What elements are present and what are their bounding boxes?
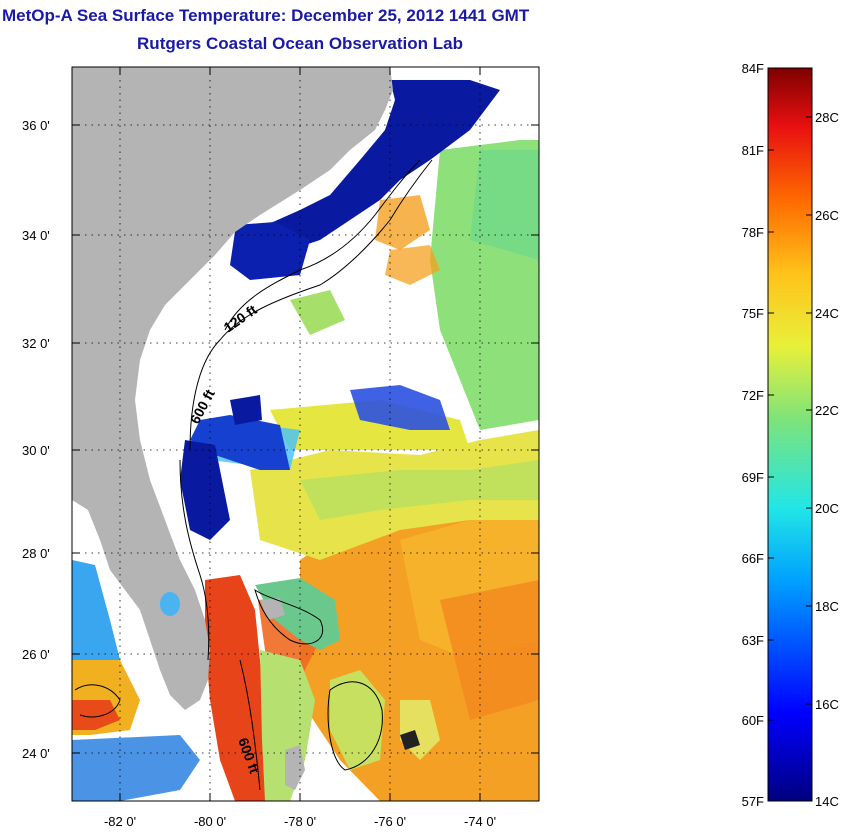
land-mass (72, 67, 393, 710)
colorbar-f-labels: 84F 81F 78F 75F 72F 69F 66F 63F 60F 57F (742, 61, 764, 809)
lat-tick-30: 30 0' (22, 443, 50, 458)
cb-c-22: 22C (815, 403, 839, 418)
colorbar-ticks (768, 116, 812, 721)
cb-f-69: 69F (742, 470, 764, 485)
contour-120ft (224, 159, 421, 331)
cb-c-24: 24C (815, 306, 839, 321)
lon-tick-labels: -82 0' -80 0' -78 0' -76 0' -74 0' (104, 814, 496, 829)
cb-f-57: 57F (742, 794, 764, 809)
lat-tick-labels: 36 0' 34 0' 32 0' 30 0' 28 0' 26 0' 24 0… (22, 118, 50, 761)
lat-tick-36: 36 0' (22, 118, 50, 133)
lon-tick-82: -82 0' (104, 814, 136, 829)
lon-tick-78: -78 0' (284, 814, 316, 829)
sst-map (72, 67, 539, 801)
chart-title: MetOp-A Sea Surface Temperature: Decembe… (2, 6, 530, 25)
lat-tick-26: 26 0' (22, 647, 50, 662)
cb-c-28: 28C (815, 110, 839, 125)
lat-tick-28: 28 0' (22, 546, 50, 561)
lake-okeechobee (160, 592, 180, 616)
cb-c-14: 14C (815, 794, 839, 809)
lat-tick-24: 24 0' (22, 746, 50, 761)
cb-f-84: 84F (742, 61, 764, 76)
lat-tick-34: 34 0' (22, 228, 50, 243)
map-ticks (72, 67, 539, 801)
cb-f-78: 78F (742, 225, 764, 240)
cb-f-66: 66F (742, 551, 764, 566)
colorbar-gradient (767, 67, 813, 802)
chart-subtitle: Rutgers Coastal Ocean Observation Lab (137, 34, 463, 53)
colorbar: 84F 81F 78F 75F 72F 69F 66F 63F 60F 57F … (742, 61, 839, 809)
lon-tick-74: -74 0' (464, 814, 496, 829)
lon-tick-76: -76 0' (374, 814, 406, 829)
cb-c-20: 20C (815, 501, 839, 516)
cold-shelf-water (240, 80, 500, 260)
colorbar-c-labels: 28C 26C 24C 22C 20C 18C 16C 14C (815, 110, 839, 809)
cb-c-16: 16C (815, 697, 839, 712)
gulf-stream-region (205, 575, 270, 801)
cb-c-26: 26C (815, 208, 839, 223)
bahamas-banks (255, 578, 340, 650)
cb-f-75: 75F (742, 306, 764, 321)
lon-tick-80: -80 0' (194, 814, 226, 829)
cb-c-18: 18C (815, 599, 839, 614)
cb-f-60: 60F (742, 713, 764, 728)
map-frame (71, 66, 540, 802)
lat-tick-32: 32 0' (22, 336, 50, 351)
cb-f-72: 72F (742, 388, 764, 403)
contour-600ft (189, 159, 433, 451)
cb-f-81: 81F (742, 143, 764, 158)
cb-f-63: 63F (742, 633, 764, 648)
map-grid (72, 67, 539, 801)
